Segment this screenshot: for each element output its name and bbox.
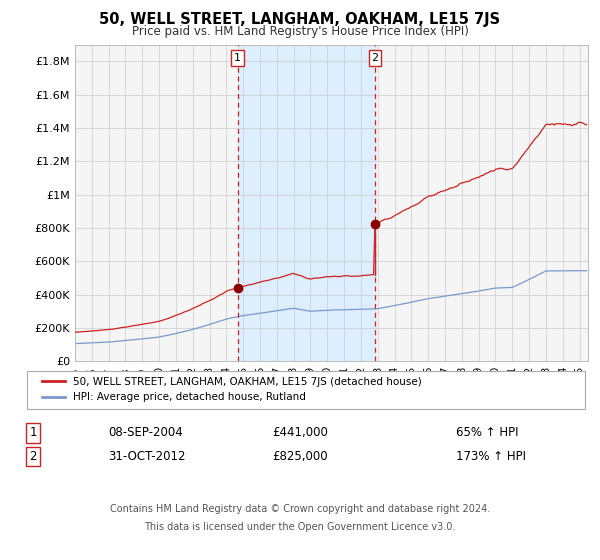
Text: 50, WELL STREET, LANGHAM, OAKHAM, LE15 7JS: 50, WELL STREET, LANGHAM, OAKHAM, LE15 7…: [100, 12, 500, 27]
Text: 173% ↑ HPI: 173% ↑ HPI: [456, 450, 526, 463]
Legend: 50, WELL STREET, LANGHAM, OAKHAM, LE15 7JS (detached house), HPI: Average price,: 50, WELL STREET, LANGHAM, OAKHAM, LE15 7…: [38, 373, 426, 407]
Text: 1: 1: [29, 426, 37, 440]
Text: 2: 2: [371, 53, 379, 63]
Bar: [238, 45, 375, 361]
Text: 08-SEP-2004: 08-SEP-2004: [108, 426, 183, 440]
Text: 65% ↑ HPI: 65% ↑ HPI: [456, 426, 518, 440]
Text: £441,000: £441,000: [272, 426, 328, 440]
Text: 31-OCT-2012: 31-OCT-2012: [108, 450, 185, 463]
FancyBboxPatch shape: [27, 371, 585, 409]
Text: Price paid vs. HM Land Registry's House Price Index (HPI): Price paid vs. HM Land Registry's House …: [131, 25, 469, 38]
Text: £825,000: £825,000: [272, 450, 328, 463]
Text: 2: 2: [29, 450, 37, 463]
Text: Contains HM Land Registry data © Crown copyright and database right 2024.: Contains HM Land Registry data © Crown c…: [110, 504, 490, 514]
Text: This data is licensed under the Open Government Licence v3.0.: This data is licensed under the Open Gov…: [145, 522, 455, 532]
Text: 1: 1: [234, 53, 241, 63]
